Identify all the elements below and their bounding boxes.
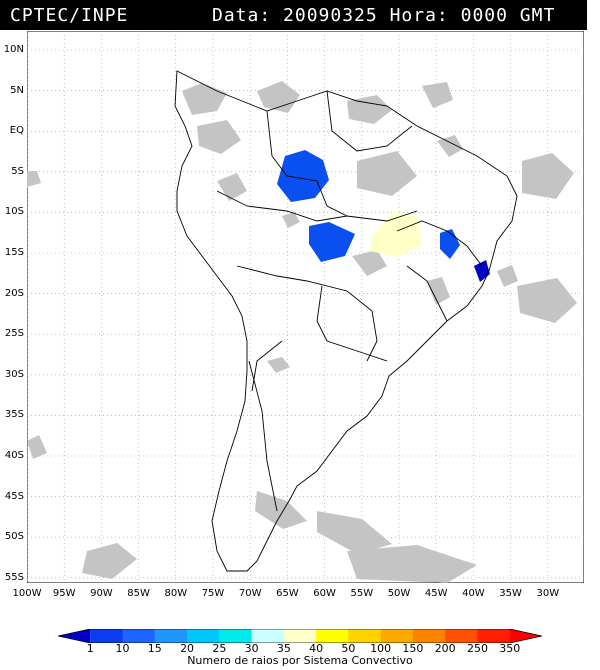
legend-tick-label: 250 [466, 642, 488, 655]
longitude-label: 95W [52, 588, 76, 599]
longitude-label: 50W [387, 588, 411, 599]
latitude-label: 50S [4, 531, 24, 543]
legend-swatch [122, 629, 156, 643]
map-canvas [27, 31, 584, 583]
latitude-label: 5S [11, 165, 24, 177]
legend-tick-label: 150 [402, 642, 424, 655]
source-label: CPTEC/INPE [10, 5, 129, 26]
lightning-clusters [277, 150, 490, 282]
legend-swatch [412, 629, 446, 643]
legend-tick-label: 20 [180, 642, 195, 655]
latitude-label: 10N [3, 44, 24, 55]
legend-tick-label: 350 [499, 642, 521, 655]
longitude-label: 30W [536, 588, 560, 599]
coastlines-and-borders [174, 70, 518, 572]
latitude-label: 15S [4, 247, 24, 258]
legend-swatch [90, 629, 124, 643]
latitude-label: 45S [4, 490, 24, 502]
map-header: CPTEC/INPE Data: 20090325 Hora: 0000 GMT [0, 0, 587, 30]
longitude-label: 70W [238, 588, 262, 599]
cluster-blue-central [309, 222, 355, 262]
latitude-label: 30S [4, 368, 24, 380]
longitude-label: 35W [499, 588, 522, 599]
longitude-label: 65W [276, 588, 299, 599]
latitude-label: 20S [4, 287, 24, 299]
legend-tick-label: 1 [86, 642, 94, 655]
legend-tick-label: 35 [276, 642, 291, 655]
legend-swatch [316, 629, 349, 643]
longitude-label: 45W [424, 588, 448, 599]
legend-swatch [154, 629, 188, 643]
cloud-cover [27, 81, 577, 583]
longitude-label: 85W [127, 588, 150, 599]
time-label: Hora: [389, 5, 449, 26]
legend-caption: Numero de raios por Sistema Convectivo [187, 654, 413, 667]
latitude-label: 35S [4, 409, 24, 421]
legend-tick-label: 25 [212, 642, 227, 655]
legend-swatch [187, 629, 220, 643]
longitude-label: 75W [201, 588, 225, 599]
legend-swatch [380, 629, 414, 643]
time-value: 0000 GMT [460, 5, 556, 26]
longitude-label: 60W [313, 588, 336, 599]
longitude-label: 40W [462, 588, 485, 599]
legend-tick-label: 10 [115, 642, 130, 655]
legend-swatch [283, 629, 317, 643]
longitude-label: 80W [164, 588, 188, 599]
legend-swatch [477, 629, 511, 643]
legend-swatch [219, 629, 253, 643]
date-label: Data: [212, 5, 272, 26]
legend-swatch [445, 629, 478, 643]
longitude-label: 55W [350, 588, 374, 599]
latitude-label: 55S [4, 571, 24, 583]
latitude-label: 25S [4, 328, 24, 340]
legend-swatch [348, 629, 382, 643]
longitude-label: 100W [12, 588, 42, 599]
legend-tick-label: 100 [370, 642, 392, 655]
legend-swatch [251, 629, 285, 643]
datetime-label: Data: 20090325 Hora: 0000 GMT [212, 5, 555, 26]
longitude-label: 90W [90, 588, 113, 599]
cluster-yellow [370, 211, 422, 257]
latitude-label: 5N [10, 84, 24, 96]
color-legend [58, 629, 542, 643]
cluster-blue-north [277, 150, 329, 202]
legend-tick-label: 30 [244, 642, 259, 655]
legend-tick-label: 200 [434, 642, 456, 655]
legend-tick-label: 50 [341, 642, 356, 655]
legend-tick-label: 15 [147, 642, 162, 655]
legend-swatch [509, 629, 542, 643]
date-value: 20090325 [283, 5, 378, 26]
legend-swatch [58, 629, 91, 643]
latitude-label: 10S [4, 206, 24, 218]
latitude-label: EQ [9, 125, 24, 137]
legend-tick-label: 40 [309, 642, 324, 655]
latitude-label: 40S [4, 450, 24, 461]
